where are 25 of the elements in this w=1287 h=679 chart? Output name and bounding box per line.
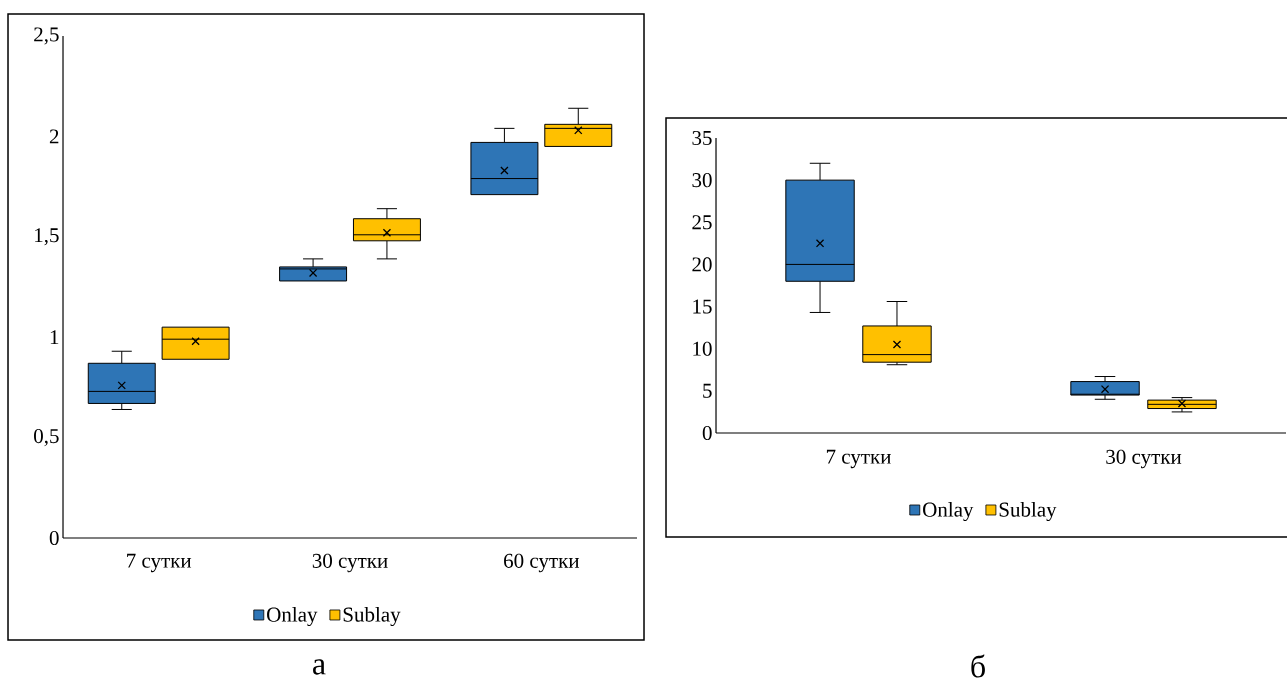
- x-tick-label: 30 сутки: [312, 553, 388, 573]
- legend-label: Sublay: [999, 501, 1057, 522]
- x-tick-label: 7 сутки: [826, 449, 891, 469]
- y-tick-label: 5: [703, 383, 712, 398]
- y-tick-label: 1,5: [35, 228, 59, 246]
- legend-label: Onlay: [267, 606, 318, 627]
- y-tick-label: 0: [49, 530, 59, 546]
- text: б: [971, 654, 985, 678]
- y-tick-label: 35: [692, 130, 712, 146]
- x-tick-label: 7 сутки: [127, 553, 192, 573]
- y-tick-label: 1: [50, 330, 59, 345]
- y-tick-label: 10: [693, 341, 712, 356]
- x-tick-label: 60 сутки: [504, 553, 580, 573]
- legend-label: Onlay: [923, 501, 974, 522]
- text: а: [313, 659, 326, 675]
- y-tick-label: 2: [49, 129, 59, 144]
- y-tick-label: 0: [702, 425, 712, 441]
- legend-label: Sublay: [343, 606, 401, 627]
- y-tick-label: 30: [692, 173, 712, 188]
- x-tick-label: 30 сутки: [1106, 449, 1182, 469]
- y-tick-label: 0,5: [34, 429, 59, 447]
- y-tick-label: 15: [693, 299, 712, 314]
- y-tick-label: 2,5: [34, 27, 59, 45]
- y-tick-label: 25: [692, 215, 712, 230]
- y-tick-label: 20: [692, 257, 712, 272]
